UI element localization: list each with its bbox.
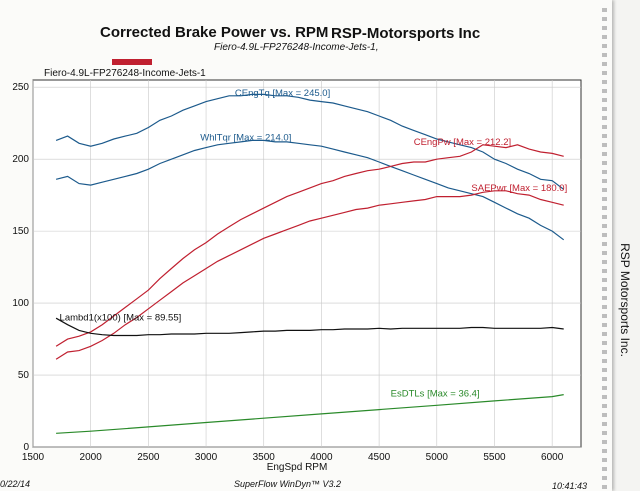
- binder-hole: [602, 107, 607, 111]
- binder-hole: [602, 215, 607, 219]
- binder-hole: [602, 170, 607, 174]
- x-tick-label: 1500: [22, 452, 45, 463]
- binder-hole: [602, 296, 607, 300]
- binder-hole: [602, 188, 607, 192]
- binder-hole: [602, 341, 607, 345]
- binder-hole: [602, 359, 607, 363]
- binder-hole: [602, 485, 607, 489]
- y-tick-label: 50: [18, 370, 30, 381]
- binder-hole: [602, 260, 607, 264]
- x-tick-label: 2000: [80, 452, 103, 463]
- company-title: RSP-Motorsports Inc: [331, 25, 481, 42]
- binder-hole: [602, 251, 607, 255]
- dyno-chart: 1500 2000 2500 3000 3500 4000 4500 5000 5500 6000…: [12, 79, 582, 473]
- series-line-lambd1-x100: [55, 317, 564, 337]
- legend-swatch: [112, 59, 152, 65]
- series-label-saepwr: SAEPwr [Max = 180.0]: [471, 183, 567, 194]
- file-label: Fiero-4.9L-FP276248-Income-Jets-1: [44, 68, 206, 79]
- binder-hole: [602, 278, 607, 282]
- x-tick-label: 6000: [541, 452, 564, 463]
- binder-hole: [602, 152, 607, 156]
- series-label-lambd1-x100: Lambd1(x100) [Max = 89.55]: [60, 312, 182, 323]
- x-tick-label: 3500: [253, 452, 276, 463]
- run-subtitle: Fiero-4.9L-FP276248-Income-Jets-1,: [214, 42, 379, 53]
- binder-hole: [602, 323, 607, 327]
- series-label-cengpw: CEngPw [Max = 212.2]: [414, 137, 511, 148]
- binder-hole: [602, 8, 607, 12]
- footer-software: SuperFlow WinDyn™ V3.2: [234, 479, 341, 489]
- footer-time: 10:41:43: [552, 481, 588, 491]
- binder-hole: [602, 449, 607, 453]
- binder-hole: [602, 53, 607, 57]
- binder-hole: [602, 422, 607, 426]
- footer-date: 0/22/14: [0, 479, 31, 489]
- series-line-whltqr: [55, 139, 565, 241]
- x-tick-label: 4000: [310, 452, 333, 463]
- binder-hole: [602, 17, 607, 21]
- binder-hole: [602, 71, 607, 75]
- binder-hole: [602, 125, 607, 129]
- side-company-label: RSP Motorsports Inc.: [618, 243, 632, 357]
- series-label-cengtq: CEngTq [Max = 245.0]: [235, 88, 330, 99]
- y-tick-label: 200: [12, 154, 29, 165]
- y-tick-label: 250: [12, 82, 29, 93]
- binder-hole: [602, 368, 607, 372]
- binder-hole: [602, 332, 607, 336]
- binder-hole: [602, 377, 607, 381]
- plot-area: [32, 79, 582, 448]
- binder-hole: [602, 395, 607, 399]
- binder-hole: [602, 386, 607, 390]
- series-line-cengpw: [55, 144, 564, 347]
- series-line-saepwr: [55, 190, 564, 360]
- binder-hole: [602, 89, 607, 93]
- binder-hole: [602, 206, 607, 210]
- binder-hole: [602, 287, 607, 291]
- x-tick-label: 2500: [137, 452, 160, 463]
- chart-title: Corrected Brake Power vs. RPM: [100, 24, 329, 41]
- x-tick-label: 5500: [483, 452, 506, 463]
- binder-hole: [602, 404, 607, 408]
- series-label-esdtls: EsDTLs [Max = 36.4]: [391, 389, 480, 400]
- binder-hole: [602, 44, 607, 48]
- binder-hole: [602, 440, 607, 444]
- series-line-esdtls: [56, 394, 564, 434]
- x-tick-label: 5000: [426, 452, 449, 463]
- y-tick-label: 0: [23, 442, 29, 453]
- binder-hole: [602, 98, 607, 102]
- binder-hole: [602, 62, 607, 66]
- binder-hole: [602, 224, 607, 228]
- binder-hole: [602, 305, 607, 309]
- binder-hole: [602, 458, 607, 462]
- binder-hole: [602, 26, 607, 30]
- series-label-whltqr: WhlTqr [Max = 214.0]: [200, 132, 291, 143]
- x-tick-label: 3000: [195, 452, 218, 463]
- binder-hole: [602, 143, 607, 147]
- binder-edge: [602, 8, 607, 489]
- binder-hole: [602, 467, 607, 471]
- binder-hole: [602, 116, 607, 120]
- binder-hole: [602, 431, 607, 435]
- binder-hole: [602, 242, 607, 246]
- binder-hole: [602, 413, 607, 417]
- binder-hole: [602, 134, 607, 138]
- binder-hole: [602, 350, 607, 354]
- binder-hole: [602, 269, 607, 273]
- binder-hole: [602, 233, 607, 237]
- binder-hole: [602, 197, 607, 201]
- x-axis-label: EngSpd RPM: [267, 462, 328, 473]
- y-tick-label: 150: [12, 226, 29, 237]
- binder-hole: [602, 314, 607, 318]
- binder-hole: [602, 179, 607, 183]
- binder-hole: [602, 476, 607, 480]
- series-line-cengtq: [55, 93, 565, 190]
- binder-hole: [602, 80, 607, 84]
- binder-hole: [602, 35, 607, 39]
- x-tick-label: 4500: [368, 452, 391, 463]
- binder-hole: [602, 161, 607, 165]
- y-tick-label: 100: [12, 298, 29, 309]
